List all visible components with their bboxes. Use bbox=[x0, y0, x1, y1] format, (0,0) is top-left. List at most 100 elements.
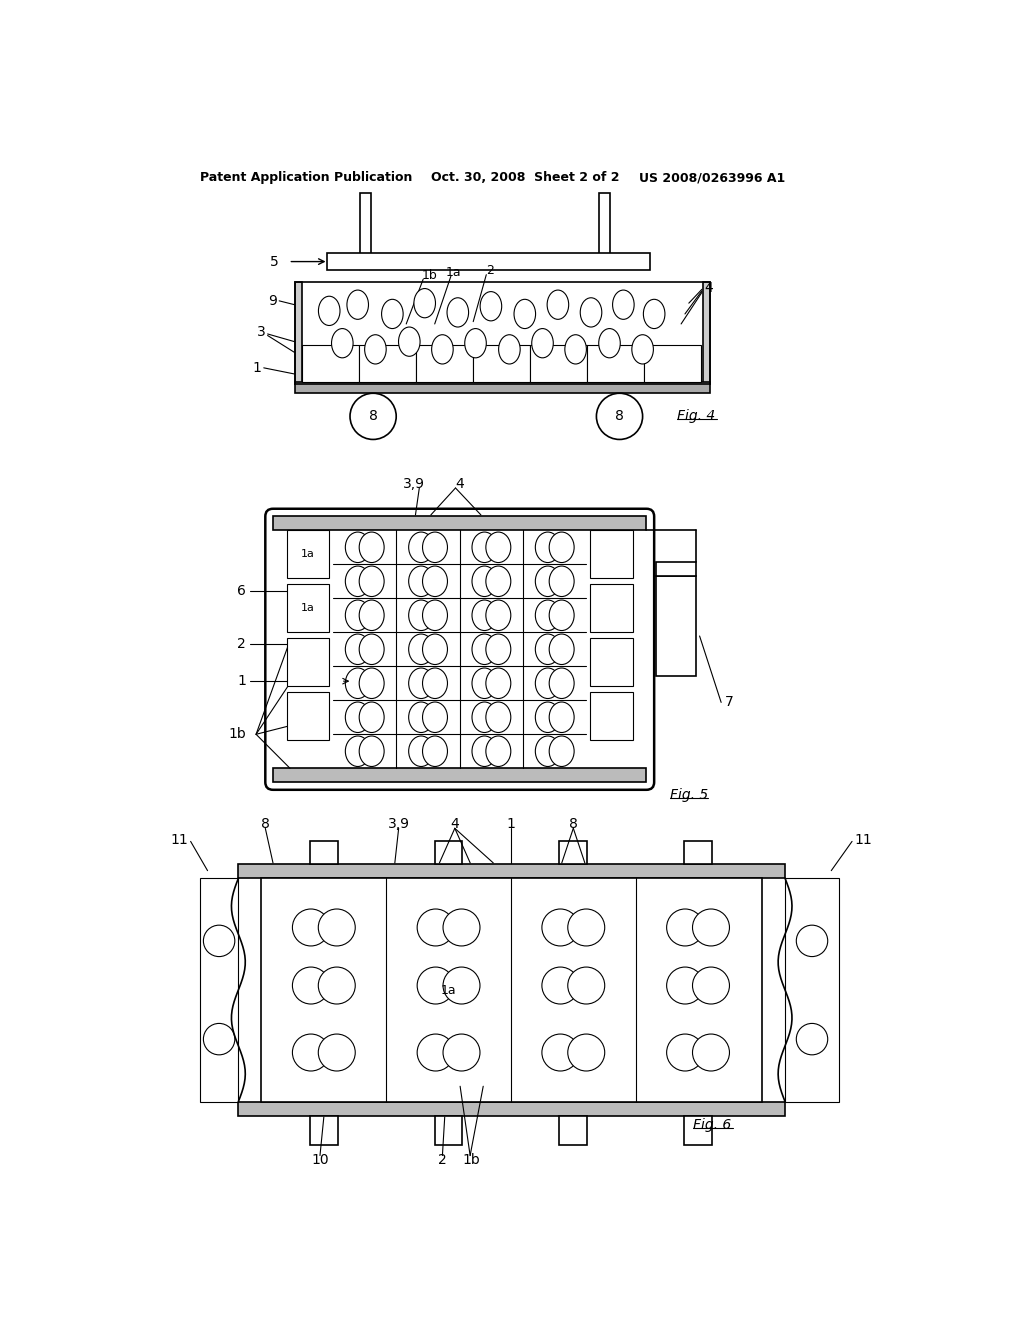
Text: 2: 2 bbox=[486, 264, 495, 277]
Circle shape bbox=[293, 968, 330, 1005]
Text: 9: 9 bbox=[268, 294, 276, 308]
Ellipse shape bbox=[472, 737, 497, 767]
Text: 4: 4 bbox=[451, 817, 459, 832]
Circle shape bbox=[542, 1034, 579, 1071]
Text: 7: 7 bbox=[725, 696, 734, 709]
Ellipse shape bbox=[549, 634, 574, 664]
Ellipse shape bbox=[536, 702, 560, 733]
Ellipse shape bbox=[599, 329, 621, 358]
Bar bbox=[435, 841, 463, 865]
Ellipse shape bbox=[565, 335, 587, 364]
Circle shape bbox=[293, 909, 330, 946]
Bar bbox=[587, 345, 644, 381]
Bar bbox=[200, 878, 239, 1102]
Ellipse shape bbox=[409, 601, 433, 631]
Ellipse shape bbox=[472, 601, 497, 631]
Text: 1b: 1b bbox=[422, 269, 437, 282]
Circle shape bbox=[797, 925, 827, 957]
Ellipse shape bbox=[536, 668, 560, 698]
Ellipse shape bbox=[318, 296, 340, 326]
Ellipse shape bbox=[332, 329, 353, 358]
Ellipse shape bbox=[536, 601, 560, 631]
Ellipse shape bbox=[423, 668, 447, 698]
Bar bbox=[590, 531, 633, 578]
Bar bbox=[310, 841, 338, 865]
Circle shape bbox=[542, 909, 579, 946]
Bar bbox=[287, 692, 330, 739]
Bar bbox=[295, 381, 711, 393]
Ellipse shape bbox=[581, 298, 602, 327]
Text: 1b: 1b bbox=[463, 1154, 480, 1167]
Text: 8: 8 bbox=[369, 409, 378, 424]
Text: 1a: 1a bbox=[440, 983, 457, 997]
Bar bbox=[261, 878, 762, 1102]
Text: 1b: 1b bbox=[228, 727, 246, 742]
Ellipse shape bbox=[549, 601, 574, 631]
Ellipse shape bbox=[536, 566, 560, 597]
Text: 1a: 1a bbox=[446, 265, 462, 279]
Ellipse shape bbox=[485, 668, 511, 698]
Ellipse shape bbox=[549, 702, 574, 733]
Ellipse shape bbox=[485, 702, 511, 733]
Circle shape bbox=[443, 1034, 480, 1071]
Ellipse shape bbox=[409, 634, 433, 664]
Ellipse shape bbox=[485, 737, 511, 767]
Bar bbox=[416, 345, 473, 381]
Ellipse shape bbox=[549, 532, 574, 562]
Bar bbox=[239, 1102, 785, 1115]
Bar bbox=[644, 345, 701, 381]
Ellipse shape bbox=[549, 668, 574, 698]
Circle shape bbox=[204, 925, 234, 957]
Ellipse shape bbox=[472, 634, 497, 664]
Circle shape bbox=[667, 968, 703, 1005]
Bar bbox=[590, 585, 633, 632]
Ellipse shape bbox=[409, 566, 433, 597]
Ellipse shape bbox=[345, 702, 371, 733]
Text: 1: 1 bbox=[238, 675, 246, 688]
Circle shape bbox=[797, 1023, 827, 1055]
Ellipse shape bbox=[447, 298, 469, 327]
Bar bbox=[530, 345, 587, 381]
Circle shape bbox=[204, 1023, 234, 1055]
Text: 8: 8 bbox=[569, 817, 578, 832]
Bar bbox=[702, 281, 711, 384]
Circle shape bbox=[692, 909, 729, 946]
Bar bbox=[302, 345, 359, 381]
Ellipse shape bbox=[485, 532, 511, 562]
Bar bbox=[785, 878, 839, 1102]
Ellipse shape bbox=[485, 634, 511, 664]
Bar bbox=[599, 193, 609, 255]
Ellipse shape bbox=[359, 601, 384, 631]
Circle shape bbox=[443, 968, 480, 1005]
Ellipse shape bbox=[536, 532, 560, 562]
Text: 11: 11 bbox=[171, 833, 188, 847]
Text: Patent Application Publication: Patent Application Publication bbox=[200, 172, 413, 185]
Bar bbox=[435, 1115, 463, 1144]
Bar bbox=[684, 1115, 712, 1144]
Ellipse shape bbox=[485, 601, 511, 631]
Text: 1a: 1a bbox=[301, 549, 314, 560]
Ellipse shape bbox=[359, 566, 384, 597]
Text: 8: 8 bbox=[615, 409, 624, 424]
Circle shape bbox=[667, 909, 703, 946]
Ellipse shape bbox=[549, 566, 574, 597]
Bar bbox=[655, 562, 695, 576]
Bar bbox=[310, 1115, 338, 1144]
Ellipse shape bbox=[643, 300, 665, 329]
Ellipse shape bbox=[345, 634, 371, 664]
Circle shape bbox=[417, 968, 454, 1005]
Circle shape bbox=[293, 1034, 330, 1071]
Ellipse shape bbox=[345, 601, 371, 631]
Ellipse shape bbox=[423, 566, 447, 597]
Ellipse shape bbox=[347, 290, 369, 319]
Ellipse shape bbox=[423, 702, 447, 733]
Circle shape bbox=[350, 393, 396, 440]
Bar bbox=[684, 841, 712, 865]
Circle shape bbox=[567, 909, 605, 946]
Circle shape bbox=[318, 1034, 355, 1071]
Circle shape bbox=[318, 909, 355, 946]
Text: Fig. 5: Fig. 5 bbox=[670, 788, 708, 803]
Ellipse shape bbox=[423, 634, 447, 664]
Ellipse shape bbox=[359, 737, 384, 767]
Text: 11: 11 bbox=[854, 833, 872, 847]
